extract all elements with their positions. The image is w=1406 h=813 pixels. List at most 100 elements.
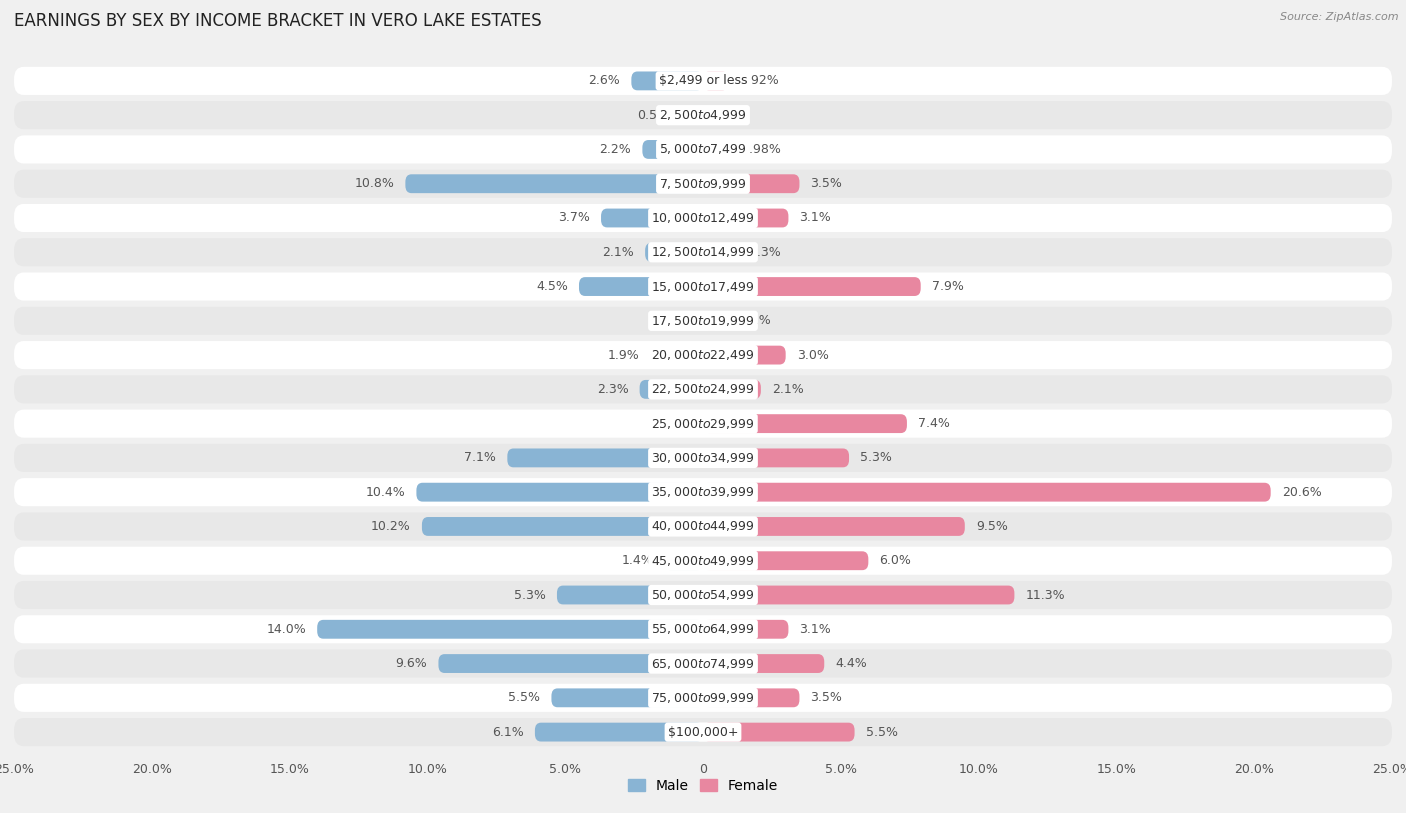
FancyBboxPatch shape xyxy=(422,517,703,536)
Text: 6.0%: 6.0% xyxy=(879,554,911,567)
Text: 3.7%: 3.7% xyxy=(558,211,591,224)
Text: 1.3%: 1.3% xyxy=(749,246,782,259)
Text: 2.6%: 2.6% xyxy=(589,75,620,88)
FancyBboxPatch shape xyxy=(14,684,1392,712)
Text: EARNINGS BY SEX BY INCOME BRACKET IN VERO LAKE ESTATES: EARNINGS BY SEX BY INCOME BRACKET IN VER… xyxy=(14,12,541,30)
Text: 1.4%: 1.4% xyxy=(621,554,654,567)
FancyBboxPatch shape xyxy=(14,650,1392,677)
FancyBboxPatch shape xyxy=(640,380,703,399)
Text: $100,000+: $100,000+ xyxy=(668,725,738,738)
FancyBboxPatch shape xyxy=(14,170,1392,198)
Text: 9.5%: 9.5% xyxy=(976,520,1008,533)
Text: 4.5%: 4.5% xyxy=(536,280,568,293)
Text: 4.4%: 4.4% xyxy=(835,657,868,670)
FancyBboxPatch shape xyxy=(14,307,1392,335)
FancyBboxPatch shape xyxy=(14,546,1392,575)
Text: Source: ZipAtlas.com: Source: ZipAtlas.com xyxy=(1281,12,1399,22)
Text: $10,000 to $12,499: $10,000 to $12,499 xyxy=(651,211,755,225)
Text: 3.1%: 3.1% xyxy=(800,211,831,224)
FancyBboxPatch shape xyxy=(405,174,703,193)
Text: 3.0%: 3.0% xyxy=(797,349,828,362)
FancyBboxPatch shape xyxy=(14,512,1392,541)
Text: 5.3%: 5.3% xyxy=(860,451,891,464)
FancyBboxPatch shape xyxy=(703,449,849,467)
FancyBboxPatch shape xyxy=(579,277,703,296)
FancyBboxPatch shape xyxy=(14,136,1392,163)
Text: $15,000 to $17,499: $15,000 to $17,499 xyxy=(651,280,755,293)
FancyBboxPatch shape xyxy=(703,654,824,673)
FancyBboxPatch shape xyxy=(703,209,789,228)
Text: $35,000 to $39,999: $35,000 to $39,999 xyxy=(651,485,755,499)
FancyBboxPatch shape xyxy=(14,101,1392,129)
Text: 5.5%: 5.5% xyxy=(509,691,540,704)
Text: $17,500 to $19,999: $17,500 to $19,999 xyxy=(651,314,755,328)
Text: 5.5%: 5.5% xyxy=(866,725,897,738)
Text: 0.0%: 0.0% xyxy=(659,417,692,430)
FancyBboxPatch shape xyxy=(14,341,1392,369)
FancyBboxPatch shape xyxy=(703,620,789,639)
Text: $45,000 to $49,999: $45,000 to $49,999 xyxy=(651,554,755,567)
Text: 0.0%: 0.0% xyxy=(714,109,747,122)
Text: $12,500 to $14,999: $12,500 to $14,999 xyxy=(651,246,755,259)
FancyBboxPatch shape xyxy=(557,585,703,604)
Text: 0.61%: 0.61% xyxy=(731,315,770,328)
Text: 3.1%: 3.1% xyxy=(800,623,831,636)
Text: 3.5%: 3.5% xyxy=(810,691,842,704)
FancyBboxPatch shape xyxy=(703,551,869,570)
Text: $75,000 to $99,999: $75,000 to $99,999 xyxy=(651,691,755,705)
Text: 0.0%: 0.0% xyxy=(659,315,692,328)
Text: $5,000 to $7,499: $5,000 to $7,499 xyxy=(659,142,747,156)
FancyBboxPatch shape xyxy=(631,72,703,90)
Text: $22,500 to $24,999: $22,500 to $24,999 xyxy=(651,382,755,397)
Text: $2,499 or less: $2,499 or less xyxy=(659,75,747,88)
FancyBboxPatch shape xyxy=(14,272,1392,301)
Legend: Male, Female: Male, Female xyxy=(623,773,783,798)
Text: 10.4%: 10.4% xyxy=(366,485,405,498)
FancyBboxPatch shape xyxy=(14,615,1392,643)
FancyBboxPatch shape xyxy=(665,551,703,570)
FancyBboxPatch shape xyxy=(703,72,728,90)
Text: 0.98%: 0.98% xyxy=(741,143,780,156)
Text: 3.5%: 3.5% xyxy=(810,177,842,190)
FancyBboxPatch shape xyxy=(14,67,1392,95)
Text: $30,000 to $34,999: $30,000 to $34,999 xyxy=(651,451,755,465)
FancyBboxPatch shape xyxy=(703,277,921,296)
Text: $7,500 to $9,999: $7,500 to $9,999 xyxy=(659,176,747,191)
FancyBboxPatch shape xyxy=(14,444,1392,472)
Text: 2.1%: 2.1% xyxy=(772,383,804,396)
FancyBboxPatch shape xyxy=(439,654,703,673)
Text: 0.92%: 0.92% xyxy=(740,75,779,88)
Text: 7.1%: 7.1% xyxy=(464,451,496,464)
Text: 1.9%: 1.9% xyxy=(607,349,640,362)
FancyBboxPatch shape xyxy=(703,517,965,536)
FancyBboxPatch shape xyxy=(703,723,855,741)
FancyBboxPatch shape xyxy=(534,723,703,741)
Text: 2.1%: 2.1% xyxy=(602,246,634,259)
Text: $55,000 to $64,999: $55,000 to $64,999 xyxy=(651,622,755,637)
FancyBboxPatch shape xyxy=(703,243,738,262)
FancyBboxPatch shape xyxy=(318,620,703,639)
FancyBboxPatch shape xyxy=(651,346,703,364)
Text: 2.3%: 2.3% xyxy=(596,383,628,396)
FancyBboxPatch shape xyxy=(508,449,703,467)
FancyBboxPatch shape xyxy=(14,581,1392,609)
Text: 7.9%: 7.9% xyxy=(932,280,963,293)
FancyBboxPatch shape xyxy=(703,585,1014,604)
FancyBboxPatch shape xyxy=(703,414,907,433)
FancyBboxPatch shape xyxy=(14,410,1392,437)
FancyBboxPatch shape xyxy=(14,478,1392,506)
Text: 14.0%: 14.0% xyxy=(266,623,307,636)
FancyBboxPatch shape xyxy=(14,718,1392,746)
Text: $50,000 to $54,999: $50,000 to $54,999 xyxy=(651,588,755,602)
FancyBboxPatch shape xyxy=(14,238,1392,267)
Text: $2,500 to $4,999: $2,500 to $4,999 xyxy=(659,108,747,122)
FancyBboxPatch shape xyxy=(703,311,720,330)
FancyBboxPatch shape xyxy=(703,689,800,707)
Text: 10.2%: 10.2% xyxy=(371,520,411,533)
FancyBboxPatch shape xyxy=(14,376,1392,403)
FancyBboxPatch shape xyxy=(688,106,703,124)
Text: $20,000 to $22,499: $20,000 to $22,499 xyxy=(651,348,755,362)
FancyBboxPatch shape xyxy=(645,243,703,262)
Text: $40,000 to $44,999: $40,000 to $44,999 xyxy=(651,520,755,533)
Text: 0.54%: 0.54% xyxy=(637,109,678,122)
